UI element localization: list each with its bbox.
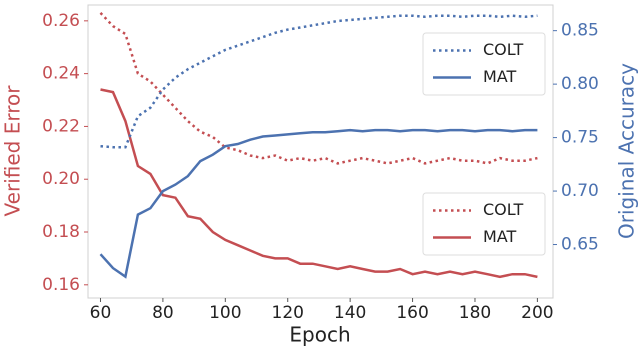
legend-box — [422, 192, 546, 256]
legend-label: COLT — [483, 40, 523, 59]
y-tick-label: 0.22 — [42, 116, 80, 136]
y2-axis-label: Original Accuracy — [615, 63, 639, 239]
y2-tick-label: 0.65 — [561, 235, 599, 255]
y2-tick-label: 0.85 — [561, 21, 599, 41]
y-tick-label: 0.26 — [42, 11, 80, 31]
y2-tick-label: 0.75 — [561, 128, 599, 148]
y-tick-label: 0.24 — [42, 64, 80, 84]
x-tick-label: 180 — [459, 303, 491, 323]
y-tick-label: 0.16 — [42, 275, 80, 295]
legend-box — [422, 32, 546, 96]
series-line — [100, 14, 538, 149]
x-axis-label: Epoch — [289, 323, 350, 347]
x-tick-label: 140 — [334, 303, 366, 323]
y2-tick-label: 0.80 — [561, 74, 599, 94]
x-tick-label: 100 — [209, 303, 241, 323]
x-tick-label: 60 — [90, 303, 112, 323]
x-tick-label: 200 — [521, 303, 553, 323]
series-line — [99, 128, 538, 279]
legend: COLT MAT — [422, 32, 546, 96]
x-tick-label: 120 — [272, 303, 304, 323]
x-tick-label: 80 — [152, 303, 174, 323]
legend-label: MAT — [483, 67, 517, 86]
y-tick-label: 0.20 — [42, 169, 80, 189]
legend: COLT MAT — [422, 192, 546, 256]
series-line — [100, 88, 538, 279]
y-axis-label: Verified Error — [1, 85, 25, 217]
legend-label: COLT — [483, 200, 523, 219]
x-tick-label: 160 — [396, 303, 428, 323]
legend-label: MAT — [483, 227, 517, 246]
y2-tick-label: 0.70 — [561, 181, 599, 201]
y-tick-label: 0.18 — [42, 222, 80, 242]
